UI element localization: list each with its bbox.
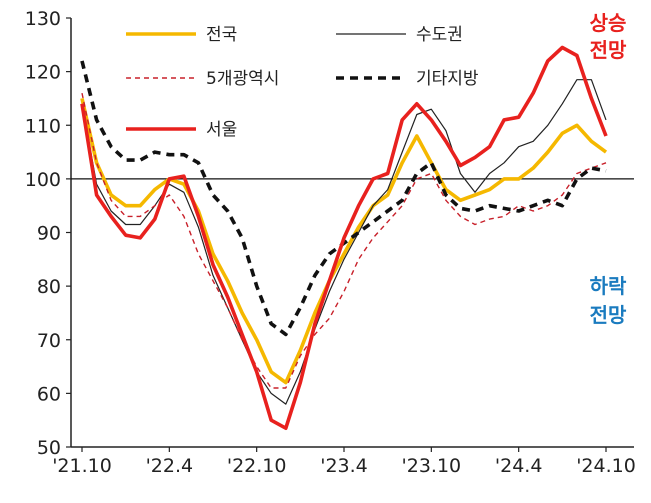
annotations: 상승 전망 하락 전망	[590, 11, 627, 327]
y-tick-label: 130	[25, 8, 61, 30]
y-tick-label: 70	[37, 330, 61, 352]
x-tick-label: '21.10	[52, 455, 112, 477]
legend-label-수도권: 수도권	[416, 25, 463, 45]
y-tick-label: 110	[25, 115, 61, 137]
down-outlook-line1: 하락	[590, 274, 627, 298]
y-tick-label: 90	[37, 223, 61, 245]
legend-label-5개광역시: 5개광역시	[206, 69, 279, 89]
y-tick-label: 120	[25, 62, 61, 84]
up-outlook-line2: 전망	[590, 38, 627, 62]
y-tick-label: 80	[37, 276, 61, 298]
x-tick-label: '24.4	[495, 455, 543, 477]
y-tick-label: 100	[25, 169, 61, 191]
x-tick-label: '23.10	[402, 455, 462, 477]
up-outlook-line1: 상승	[590, 11, 627, 35]
down-outlook-line2: 전망	[590, 303, 627, 327]
legend-label-서울: 서울	[206, 120, 237, 140]
y-tick-label: 60	[37, 383, 61, 405]
x-tick-label: '22.4	[146, 455, 194, 477]
x-tick-label: '22.10	[227, 455, 287, 477]
legend-label-전국: 전국	[206, 25, 237, 45]
series-lines	[80, 45, 608, 430]
y-tick-label: 50	[37, 437, 61, 459]
x-tick-label: '23.4	[320, 455, 368, 477]
x-tick-label: '24.10	[576, 455, 636, 477]
series-line-5개광역시	[81, 92, 607, 389]
axes: 50 60 70 80 90 100 110 120 130 '21.10 '22.4 '22.10 '…	[25, 8, 636, 477]
legend-label-기타지방: 기타지방	[416, 69, 479, 89]
series-line-서울	[80, 45, 608, 430]
